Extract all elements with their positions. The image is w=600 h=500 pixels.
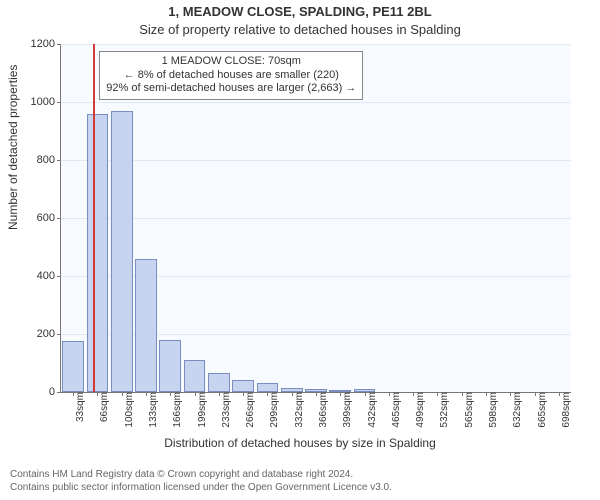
gridline (61, 44, 571, 45)
ytick-label: 800 (37, 154, 61, 166)
chart-subtitle: Size of property relative to detached ho… (0, 22, 600, 37)
xtick-label: 133sqm (146, 392, 159, 428)
ytick-label: 400 (37, 270, 61, 282)
xtick-label: 199sqm (195, 392, 208, 428)
xtick-label: 66sqm (97, 392, 110, 422)
xtick-label: 33sqm (73, 392, 86, 422)
xtick-label: 166sqm (170, 392, 183, 428)
ytick-label: 200 (37, 328, 61, 340)
gridline (61, 218, 571, 219)
xtick-label: 266sqm (243, 392, 256, 428)
bar (257, 383, 279, 392)
xtick-label: 299sqm (267, 392, 280, 428)
annotation-line-2: ← 8% of detached houses are smaller (220… (106, 69, 356, 83)
xtick-label: 665sqm (535, 392, 548, 428)
bar (87, 114, 109, 392)
bar (159, 340, 181, 392)
y-axis-label: Number of detached properties (6, 65, 20, 230)
gridline (61, 102, 571, 103)
chart-container: 1, MEADOW CLOSE, SPALDING, PE11 2BL Size… (0, 0, 600, 500)
footer-attribution: Contains HM Land Registry data © Crown c… (10, 468, 392, 494)
annotation-line-1: 1 MEADOW CLOSE: 70sqm (106, 55, 356, 69)
bar (111, 111, 133, 392)
xtick-label: 100sqm (122, 392, 135, 428)
ytick-label: 600 (37, 212, 61, 224)
bar (135, 259, 157, 392)
xtick-label: 598sqm (486, 392, 499, 428)
xtick-label: 399sqm (340, 392, 353, 428)
address-title: 1, MEADOW CLOSE, SPALDING, PE11 2BL (0, 4, 600, 19)
xtick-label: 432sqm (365, 392, 378, 428)
bar (208, 373, 230, 392)
annotation-box: 1 MEADOW CLOSE: 70sqm ← 8% of detached h… (99, 51, 363, 100)
ytick-label: 1200 (31, 38, 61, 50)
xtick-label: 632sqm (510, 392, 523, 428)
ytick-label: 1000 (31, 96, 61, 108)
gridline (61, 160, 571, 161)
xtick-label: 366sqm (316, 392, 329, 428)
x-axis-label: Distribution of detached houses by size … (0, 436, 600, 450)
bar (184, 360, 206, 392)
xtick-label: 698sqm (559, 392, 572, 428)
xtick-label: 532sqm (437, 392, 450, 428)
xtick-label: 233sqm (219, 392, 232, 428)
annotation-line-3: 92% of semi-detached houses are larger (… (106, 82, 356, 96)
bar (62, 341, 84, 392)
xtick-label: 499sqm (413, 392, 426, 428)
plot-area: 1 MEADOW CLOSE: 70sqm ← 8% of detached h… (60, 44, 571, 393)
xtick-label: 465sqm (389, 392, 402, 428)
ytick-label: 0 (49, 386, 61, 398)
xtick-label: 332sqm (292, 392, 305, 428)
footer-line-1: Contains HM Land Registry data © Crown c… (10, 468, 392, 481)
property-marker-line (93, 44, 95, 392)
bar (232, 380, 254, 392)
footer-line-2: Contains public sector information licen… (10, 481, 392, 494)
xtick-label: 565sqm (462, 392, 475, 428)
